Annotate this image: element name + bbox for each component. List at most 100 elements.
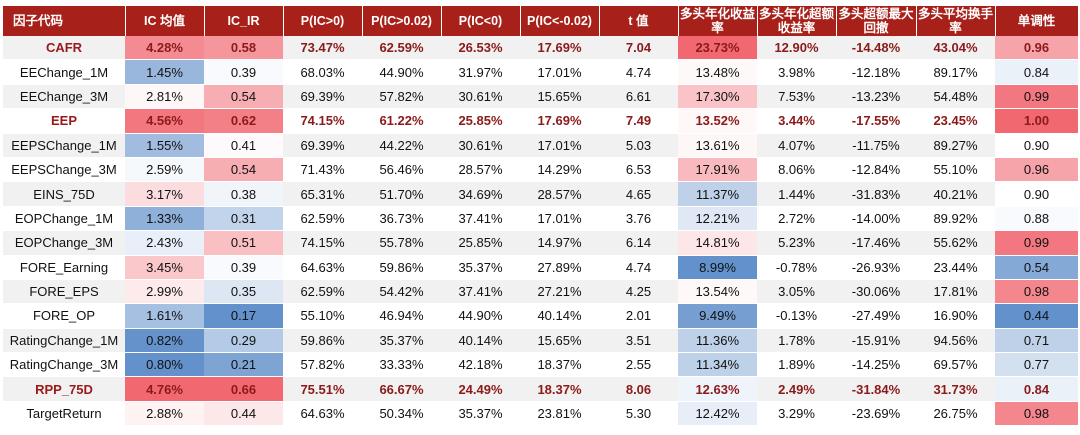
monotonicity-cell: 0.99 [995, 230, 1078, 256]
long-avg-turnover-cell: 31.73% [916, 376, 995, 402]
ic-mean-cell: 1.45% [125, 59, 204, 85]
monotonicity-cell: 0.77 [995, 352, 1078, 378]
long-annual-return-cell: 17.30% [678, 84, 757, 110]
p-ic-lt-neg002-cell: 17.69% [520, 36, 599, 61]
factor-name-cell: EEP [3, 108, 125, 134]
long-avg-turnover-cell: 89.17% [916, 59, 995, 85]
ic-mean-cell: 1.61% [125, 303, 204, 329]
header-monotonicity: 单调性 [995, 6, 1079, 36]
header-ic-ir: IC_IR [204, 6, 284, 36]
long-avg-turnover-cell: 40.21% [916, 181, 995, 207]
long-excess-max-drawdown-cell: -31.83% [836, 181, 916, 207]
long-annual-return-cell: 14.81% [678, 230, 757, 256]
ic-ir-cell: 0.29 [204, 328, 283, 354]
ic-ir-cell: 0.17 [204, 303, 283, 329]
p-ic-lt-neg002-cell: 18.37% [520, 352, 599, 378]
p-ic-lt-0-cell: 37.41% [441, 206, 520, 232]
table-row: EEChange_3M 2.81% 0.54 69.39% 57.82% 30.61% 15… [3, 84, 1078, 110]
long-avg-turnover-cell: 26.75% [916, 401, 995, 427]
ic-ir-cell: 0.38 [204, 181, 283, 207]
ic-mean-cell: 2.88% [125, 401, 204, 427]
header-long-avg-turnover: 多头平均换手率 [916, 6, 996, 36]
ic-ir-cell: 0.44 [204, 401, 283, 427]
long-avg-turnover-cell: 43.04% [916, 36, 995, 61]
table-row: TargetReturn 2.88% 0.44 64.63% 50.34% 35.37% 2… [3, 401, 1078, 427]
p-ic-lt-neg002-cell: 27.89% [520, 255, 599, 280]
p-ic-lt-0-cell: 26.53% [441, 36, 520, 61]
ic-mean-cell: 4.76% [125, 376, 204, 402]
table-row: CAFR 4.28% 0.58 73.47% 62.59% 26.53% 17.69% 7.0… [3, 36, 1078, 61]
t-value-cell: 8.06 [599, 376, 678, 402]
ic-mean-cell: 4.56% [125, 108, 204, 134]
p-ic-lt-0-cell: 35.37% [441, 401, 520, 427]
monotonicity-cell: 0.96 [995, 157, 1078, 183]
long-annual-excess-return-cell: 1.78% [757, 328, 836, 354]
ic-mean-cell: 0.82% [125, 328, 204, 354]
ic-ir-cell: 0.39 [204, 59, 283, 85]
long-annual-return-cell: 11.36% [678, 328, 757, 354]
long-excess-max-drawdown-cell: -14.25% [836, 352, 916, 378]
factor-name-cell: RPP_75D [3, 376, 125, 402]
p-ic-lt-0-cell: 35.37% [441, 255, 520, 280]
long-annual-excess-return-cell: 1.44% [757, 181, 836, 207]
p-ic-gt-0-cell: 65.31% [283, 181, 362, 207]
table-row: FORE_Earning 3.45% 0.39 64.63% 59.86% 35.37% 2… [3, 255, 1078, 280]
p-ic-lt-0-cell: 25.85% [441, 230, 520, 256]
factor-name-cell: RatingChange_3M [3, 352, 125, 378]
p-ic-gt-002-cell: 57.82% [362, 84, 441, 110]
table-row: FORE_OP 1.61% 0.17 55.10% 46.94% 44.90% 40.14%… [3, 303, 1078, 329]
p-ic-lt-0-cell: 31.97% [441, 59, 520, 85]
t-value-cell: 6.53 [599, 157, 678, 183]
long-annual-return-cell: 11.37% [678, 181, 757, 207]
long-excess-max-drawdown-cell: -14.48% [836, 36, 916, 61]
ic-ir-cell: 0.62 [204, 108, 283, 134]
t-value-cell: 7.49 [599, 108, 678, 134]
long-excess-max-drawdown-cell: -31.84% [836, 376, 916, 402]
long-annual-return-cell: 12.21% [678, 206, 757, 232]
p-ic-gt-0-cell: 73.47% [283, 36, 362, 61]
header-long-annual-excess-return: 多头年化超额收益率 [757, 6, 837, 36]
long-annual-return-cell: 9.49% [678, 303, 757, 329]
ic-mean-cell: 3.45% [125, 255, 204, 280]
header-ic-mean: IC 均值 [125, 6, 205, 36]
p-ic-gt-002-cell: 51.70% [362, 181, 441, 207]
ic-mean-cell: 0.80% [125, 352, 204, 378]
long-annual-return-cell: 12.63% [678, 376, 757, 402]
table-row: FORE_EPS 2.99% 0.35 62.59% 54.42% 37.41% 27.21… [3, 279, 1078, 305]
long-annual-return-cell: 13.54% [678, 279, 757, 305]
long-annual-return-cell: 13.52% [678, 108, 757, 134]
p-ic-gt-0-cell: 69.39% [283, 133, 362, 158]
long-avg-turnover-cell: 89.92% [916, 206, 995, 232]
p-ic-gt-0-cell: 74.15% [283, 108, 362, 134]
long-annual-excess-return-cell: 4.07% [757, 133, 836, 158]
long-annual-excess-return-cell: 3.44% [757, 108, 836, 134]
ic-ir-cell: 0.54 [204, 84, 283, 110]
p-ic-gt-002-cell: 56.46% [362, 157, 441, 183]
p-ic-gt-002-cell: 44.90% [362, 59, 441, 85]
table-row: EEPSChange_3M 2.59% 0.54 71.43% 56.46% 28.57%… [3, 157, 1078, 183]
factor-name-cell: RatingChange_1M [3, 328, 125, 354]
table-row: RatingChange_3M 0.80% 0.21 57.82% 33.33% 42.1… [3, 352, 1078, 378]
factor-name-cell: EEChange_1M [3, 59, 125, 85]
p-ic-lt-neg002-cell: 15.65% [520, 84, 599, 110]
long-annual-excess-return-cell: 5.23% [757, 230, 836, 256]
long-avg-turnover-cell: 54.48% [916, 84, 995, 110]
p-ic-lt-neg002-cell: 14.97% [520, 230, 599, 256]
long-annual-return-cell: 13.61% [678, 133, 757, 158]
header-long-excess-max-drawdown: 多头超额最大回撤 [836, 6, 917, 36]
monotonicity-cell: 0.98 [995, 279, 1078, 305]
long-annual-excess-return-cell: -0.78% [757, 255, 836, 280]
p-ic-gt-002-cell: 55.78% [362, 230, 441, 256]
p-ic-lt-neg002-cell: 17.69% [520, 108, 599, 134]
long-annual-return-cell: 13.48% [678, 59, 757, 85]
ic-ir-cell: 0.58 [204, 36, 283, 61]
long-annual-excess-return-cell: -0.13% [757, 303, 836, 329]
long-annual-return-cell: 23.73% [678, 36, 757, 61]
ic-ir-cell: 0.21 [204, 352, 283, 378]
table-row: RatingChange_1M 0.82% 0.29 59.86% 35.37% 40.1… [3, 328, 1078, 354]
long-annual-excess-return-cell: 3.29% [757, 401, 836, 427]
long-annual-excess-return-cell: 8.06% [757, 157, 836, 183]
factor-name-cell: EINS_75D [3, 181, 125, 207]
p-ic-gt-0-cell: 55.10% [283, 303, 362, 329]
factor-name-cell: FORE_Earning [3, 255, 125, 280]
